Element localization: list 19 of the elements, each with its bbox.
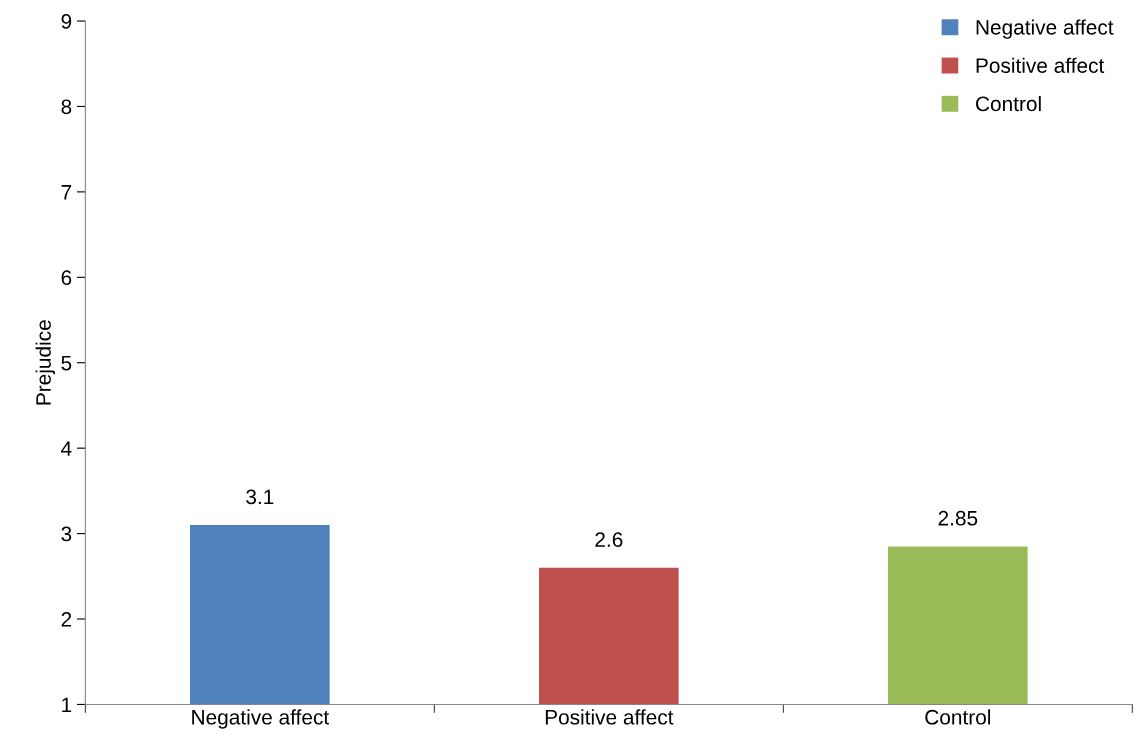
y-tick-label: 4: [61, 441, 72, 456]
y-tick-label: 2: [61, 612, 72, 627]
legend-label: Negative affect: [976, 19, 1114, 39]
y-tick-label: 7: [61, 185, 72, 200]
x-tick-label: Positive affect: [545, 709, 674, 725]
x-tick-label: Control: [925, 709, 991, 725]
y-tick-label: 6: [61, 270, 72, 286]
y-tick-label: 8: [61, 99, 72, 115]
y-tick-label: 3: [61, 526, 72, 542]
x-tick-label: Negative affect: [192, 709, 329, 729]
data-label: 3.1: [246, 489, 274, 505]
legend-label: Control: [976, 95, 1041, 112]
data-label: 2.85: [938, 510, 978, 526]
y-tick-label: 1: [62, 697, 72, 712]
y-tick-label: 9: [61, 14, 72, 29]
y-tick-label: 5: [61, 355, 72, 371]
legend-label: Positive affect: [976, 57, 1105, 73]
data-label: 2.6: [595, 532, 623, 547]
y-axis-title: Prejudice: [35, 320, 56, 405]
